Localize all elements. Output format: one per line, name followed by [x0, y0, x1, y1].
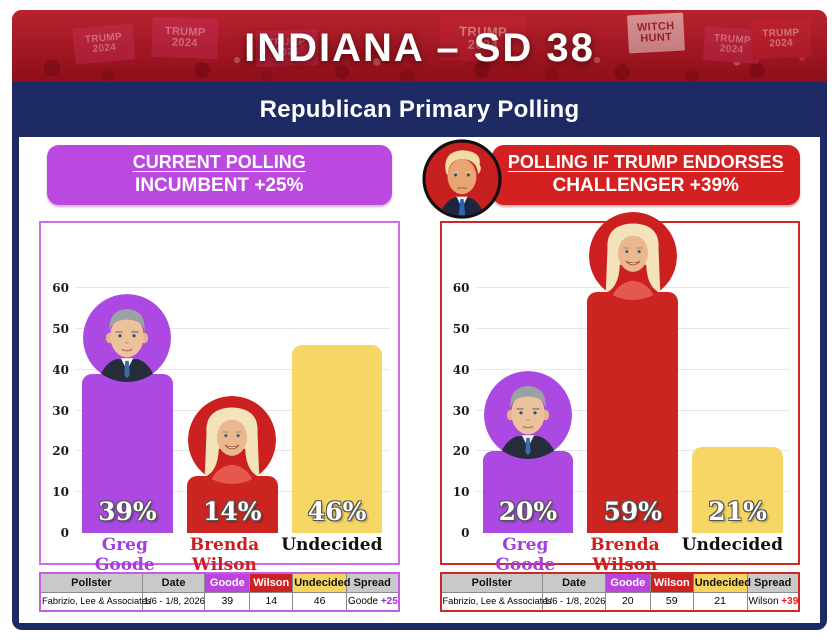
current-polling-header: CURRENT POLLING INCUMBENT +25%	[47, 145, 392, 205]
trump-endorses-header: POLLING IF TRUMP ENDORSES CHALLENGER +39…	[491, 145, 800, 205]
table-row: Fabrizio, Lee & Associates 1/6 - 1/8, 20…	[39, 591, 399, 612]
col-date: Date	[141, 572, 206, 593]
current-polling-table: Pollster Date Goode Wilson Undecided Spr…	[39, 572, 400, 612]
col-goode: Goode	[604, 572, 651, 593]
y-tick-10: 10	[52, 485, 69, 500]
bar-value-label-greg-goode: 39%	[98, 497, 157, 526]
chart-category-labels: Greg Goode Brenda Wilson Undecided	[442, 533, 799, 575]
greg-goode-photo	[483, 371, 572, 460]
bar-slot-greg-goode: 39%	[82, 223, 173, 533]
y-tick-10: 10	[452, 485, 470, 500]
col-wilson: Wilson	[249, 572, 294, 593]
bar-value-label-brenda-wilson: 14%	[202, 497, 262, 526]
bar-brenda-wilson	[186, 475, 278, 533]
bar-greg-goode	[82, 373, 173, 533]
content-panel: CURRENT POLLING INCUMBENT +25% 0 10 20 30 40…	[19, 137, 820, 623]
table-header-row: Pollster Date Goode Wilson Undecided Spr…	[39, 572, 399, 593]
current-polling-panel: CURRENT POLLING INCUMBENT +25% 0 10 20 30 40…	[39, 145, 400, 623]
brenda-wilson-photo	[588, 212, 677, 301]
gridline-60	[75, 287, 390, 289]
trump-photo	[421, 139, 502, 219]
col-wilson: Wilson	[649, 572, 694, 593]
category-label-brenda-wilson: Brenda Wilson	[590, 535, 660, 575]
bar-value-label-brenda-wilson: 59%	[603, 497, 663, 526]
greg-goode-photo	[83, 293, 172, 382]
col-undecided: Undecided	[692, 572, 751, 593]
y-tick-50: 50	[452, 322, 470, 337]
bar-slot-undecided: 46%	[291, 223, 383, 533]
gridline-40	[75, 368, 390, 370]
current-polling-chart: 0 10 20 30 40 50 60 39%	[39, 221, 400, 575]
pollster-cell: Fabrizio, Lee & Associates	[39, 591, 152, 612]
y-tick-60: 60	[452, 281, 470, 296]
y-tick-20: 20	[452, 444, 470, 459]
trump-endorsement-panel: POLLING IF TRUMP ENDORSES CHALLENGER +39…	[421, 139, 800, 623]
goode-cell: 39	[204, 591, 251, 612]
y-tick-60: 60	[52, 281, 69, 296]
bar-slot-undecided: 21%	[692, 223, 783, 533]
category-label-brenda-wilson: Brenda Wilson	[189, 535, 260, 575]
pollster-cell: Fabrizio, Lee & Associates	[439, 591, 552, 612]
bars-area: 20% 59% 21%	[476, 212, 791, 533]
table-header-row: Pollster Date Goode Wilson Undecided Spr…	[439, 572, 800, 593]
bar-value-label-greg-goode: 20%	[498, 497, 558, 526]
panel-header-line2: CHALLENGER +39%	[552, 175, 739, 196]
spread-cell: Goode +25	[346, 591, 399, 612]
col-pollster: Pollster	[439, 572, 544, 593]
y-tick-50: 50	[52, 322, 69, 337]
y-tick-0: 0	[60, 526, 69, 540]
bar-slot-brenda-wilson: 14%	[186, 223, 278, 533]
bar-undecided	[291, 345, 383, 533]
wilson-cell: 14	[249, 591, 294, 612]
y-tick-40: 40	[52, 362, 69, 377]
bar-greg-goode	[482, 451, 574, 533]
trump-endorses-chart: 0 10 20 30 40 50 60 20%	[439, 212, 800, 575]
brenda-wilson-photo	[188, 395, 277, 484]
col-spread: Spread	[346, 572, 399, 593]
table-row: Fabrizio, Lee & Associates 1/6 - 1/8, 20…	[439, 591, 800, 612]
trump-endorses-table: Pollster Date Goode Wilson Undecided Spr…	[439, 572, 800, 612]
bar-value-label-undecided: 46%	[307, 497, 367, 526]
panel-header-line2: INCUMBENT +25%	[135, 175, 304, 196]
page-title: INDIANA – SD 38	[244, 25, 595, 70]
y-tick-30: 30	[452, 403, 470, 418]
category-label-greg-goode: Greg Goode	[94, 535, 155, 575]
bar-slot-brenda-wilson: 59%	[587, 212, 679, 533]
category-label-undecided: Undecided	[281, 535, 383, 555]
chart-category-labels: Greg Goode Brenda Wilson Undecided	[41, 533, 398, 575]
undecided-cell: 21	[692, 591, 748, 612]
bar-undecided	[692, 447, 783, 533]
infographic-card: TRUMP 2024 TRUMP 2024 TRUMP 2024 TRUMP 2…	[12, 10, 827, 630]
col-goode: Goode	[204, 572, 251, 593]
y-tick-0: 0	[461, 526, 470, 540]
category-label-undecided: Undecided	[681, 535, 784, 555]
y-tick-40: 40	[452, 362, 470, 377]
wilson-cell: 59	[649, 591, 694, 612]
bar-brenda-wilson	[587, 292, 679, 533]
panel-header-line1: POLLING IF TRUMP ENDORSES	[507, 152, 784, 172]
col-undecided: Undecided	[292, 572, 350, 593]
goode-cell: 20	[604, 591, 651, 612]
undecided-cell: 46	[292, 591, 347, 612]
subtitle: Republican Primary Polling	[259, 95, 580, 123]
bar-value-label-undecided: 21%	[708, 497, 767, 526]
date-cell: 1/6 - 1/8, 2026	[542, 591, 606, 612]
chart-plot-area: 0 10 20 30 40 50 60 39%	[41, 223, 398, 540]
col-date: Date	[542, 572, 606, 593]
bars-area: 39% 14% 46%	[75, 223, 390, 533]
rally-banner: TRUMP 2024 TRUMP 2024 TRUMP 2024 TRUMP 2…	[12, 10, 827, 82]
panel-header-line1: CURRENT POLLING	[132, 152, 306, 172]
bar-slot-greg-goode: 20%	[482, 223, 574, 533]
date-cell: 1/6 - 1/8, 2026	[141, 591, 206, 612]
category-label-greg-goode: Greg Goode	[495, 535, 556, 575]
chart-plot-area: 0 10 20 30 40 50 60 20%	[442, 212, 799, 540]
col-spread: Spread	[746, 572, 800, 593]
spread-cell: Wilson +39	[746, 591, 800, 612]
y-tick-20: 20	[52, 444, 69, 459]
gridline-50	[75, 328, 390, 330]
y-tick-30: 30	[52, 403, 69, 418]
banner-red-overlay	[12, 10, 827, 82]
col-pollster: Pollster	[39, 572, 143, 593]
